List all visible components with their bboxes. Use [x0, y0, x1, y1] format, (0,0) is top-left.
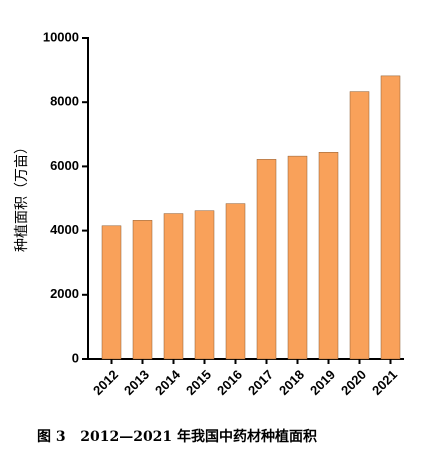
y-tick-label: 8000 [50, 94, 79, 109]
bar [194, 210, 215, 360]
y-tick-label: 4000 [50, 222, 79, 237]
bar [256, 159, 277, 360]
bar [225, 203, 246, 360]
bar [318, 152, 339, 360]
y-tick-label: 10000 [43, 29, 79, 44]
x-tick-label: 2012 [90, 367, 121, 398]
y-tick-label: 2000 [50, 286, 79, 301]
bar [163, 213, 184, 360]
y-axis-label: 种植面积（万亩） [13, 140, 30, 252]
x-tick-label: 2020 [338, 367, 369, 398]
x-tick-label: 2014 [152, 366, 184, 398]
bar [349, 91, 370, 360]
x-tick-label: 2018 [276, 367, 307, 398]
bar [287, 155, 308, 360]
bar [380, 75, 401, 360]
x-tick-label: 2017 [245, 367, 276, 398]
x-tick-label: 2013 [121, 367, 152, 398]
x-tick-label: 2015 [183, 367, 214, 398]
bar [101, 225, 122, 360]
x-tick-label: 2016 [214, 367, 245, 398]
caption: 图 3 2012—2021 年我国中药材种植面积 [37, 428, 317, 445]
x-tick-label: 2021 [369, 367, 400, 398]
x-tick-label: 2019 [307, 367, 338, 398]
y-tick-label: 0 [72, 350, 79, 365]
bar [132, 220, 153, 360]
y-tick-label: 6000 [50, 158, 79, 173]
